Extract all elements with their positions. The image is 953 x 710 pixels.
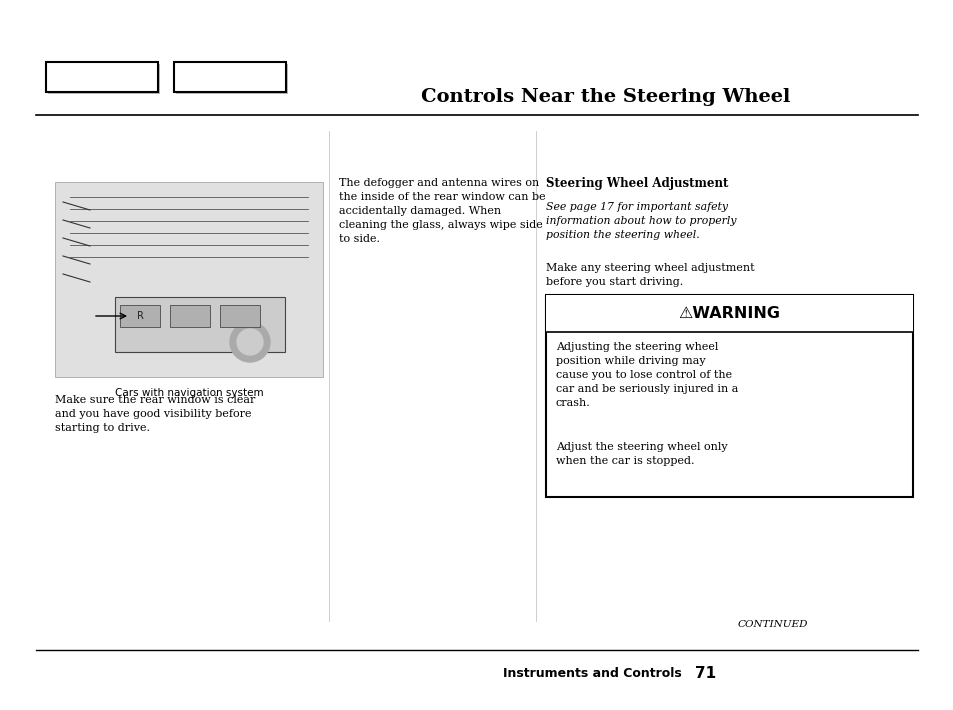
Bar	[48, 64, 160, 94]
Text: Controls Near the Steering Wheel: Controls Near the Steering Wheel	[420, 87, 790, 106]
Text: Make any steering wheel adjustment
before you start driving.: Make any steering wheel adjustment befor…	[545, 263, 754, 287]
Text: Make sure the rear window is clear
and you have good visibility before
starting : Make sure the rear window is clear and y…	[55, 395, 255, 433]
Text: R: R	[136, 311, 143, 321]
Text: Adjust the steering wheel only
when the car is stopped.: Adjust the steering wheel only when the …	[555, 442, 726, 466]
Bar	[173, 62, 286, 92]
Text: ⚠WARNING: ⚠WARNING	[678, 305, 780, 321]
Bar	[115, 297, 285, 352]
Bar	[175, 64, 288, 94]
Text: Cars with navigation system: Cars with navigation system	[114, 388, 263, 398]
Text: CONTINUED: CONTINUED	[737, 621, 807, 629]
Bar	[46, 62, 158, 92]
Bar	[545, 295, 912, 332]
Circle shape	[230, 322, 270, 362]
Bar	[220, 305, 260, 327]
Text: Steering Wheel Adjustment: Steering Wheel Adjustment	[545, 178, 727, 190]
Text: Adjusting the steering wheel
position while driving may
cause you to lose contro: Adjusting the steering wheel position wh…	[555, 342, 738, 408]
Bar	[170, 305, 210, 327]
Text: The defogger and antenna wires on
the inside of the rear window can be
accidenta: The defogger and antenna wires on the in…	[338, 178, 545, 244]
Bar	[55, 182, 323, 377]
Bar	[120, 305, 160, 327]
Circle shape	[236, 329, 263, 355]
Text: 71: 71	[694, 665, 715, 681]
Bar	[545, 295, 912, 497]
Text: Instruments and Controls: Instruments and Controls	[503, 667, 681, 679]
Text: See page 17 for important safety
information about how to properly
position the : See page 17 for important safety informa…	[545, 202, 736, 241]
